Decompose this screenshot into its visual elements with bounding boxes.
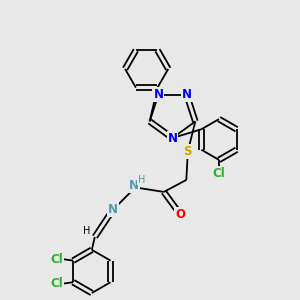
Text: H: H <box>138 175 145 185</box>
Text: S: S <box>184 145 192 158</box>
Text: Cl: Cl <box>213 167 225 180</box>
Text: N: N <box>153 88 164 101</box>
Text: H: H <box>83 226 90 236</box>
Text: N: N <box>167 131 178 145</box>
Text: N: N <box>182 88 192 101</box>
Text: Cl: Cl <box>50 253 63 266</box>
Text: Cl: Cl <box>50 277 63 290</box>
Text: N: N <box>108 203 118 216</box>
Text: O: O <box>175 208 185 221</box>
Text: N: N <box>129 179 139 192</box>
